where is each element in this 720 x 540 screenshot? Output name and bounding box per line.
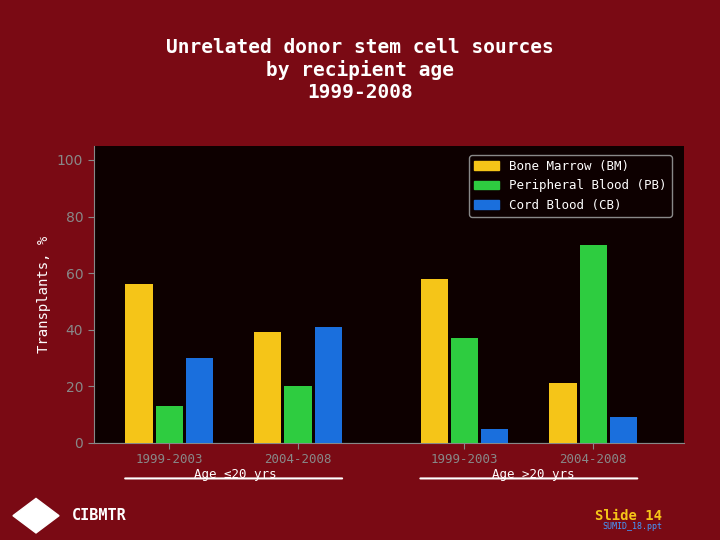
- Bar: [125, 285, 153, 443]
- Bar: [254, 333, 282, 443]
- Bar: [284, 386, 312, 443]
- Bar: [315, 327, 342, 443]
- Text: Unrelated donor stem cell sources
by recipient age
1999-2008: Unrelated donor stem cell sources by rec…: [166, 38, 554, 102]
- Bar: [481, 429, 508, 443]
- Text: Slide 14: Slide 14: [595, 509, 662, 523]
- Text: SUMID_18.ppt: SUMID_18.ppt: [603, 522, 662, 531]
- Y-axis label: Transplants, %: Transplants, %: [37, 235, 51, 353]
- Text: CIBMTR: CIBMTR: [72, 508, 127, 523]
- Text: Age >20 yrs: Age >20 yrs: [492, 468, 574, 481]
- Bar: [610, 417, 637, 443]
- Text: Age ≤20 yrs: Age ≤20 yrs: [194, 468, 276, 481]
- Bar: [420, 279, 448, 443]
- Bar: [451, 338, 478, 443]
- Bar: [549, 383, 577, 443]
- Bar: [156, 406, 183, 443]
- Bar: [186, 358, 213, 443]
- Legend: Bone Marrow (BM), Peripheral Blood (PB), Cord Blood (CB): Bone Marrow (BM), Peripheral Blood (PB),…: [469, 155, 672, 217]
- Bar: [580, 245, 607, 443]
